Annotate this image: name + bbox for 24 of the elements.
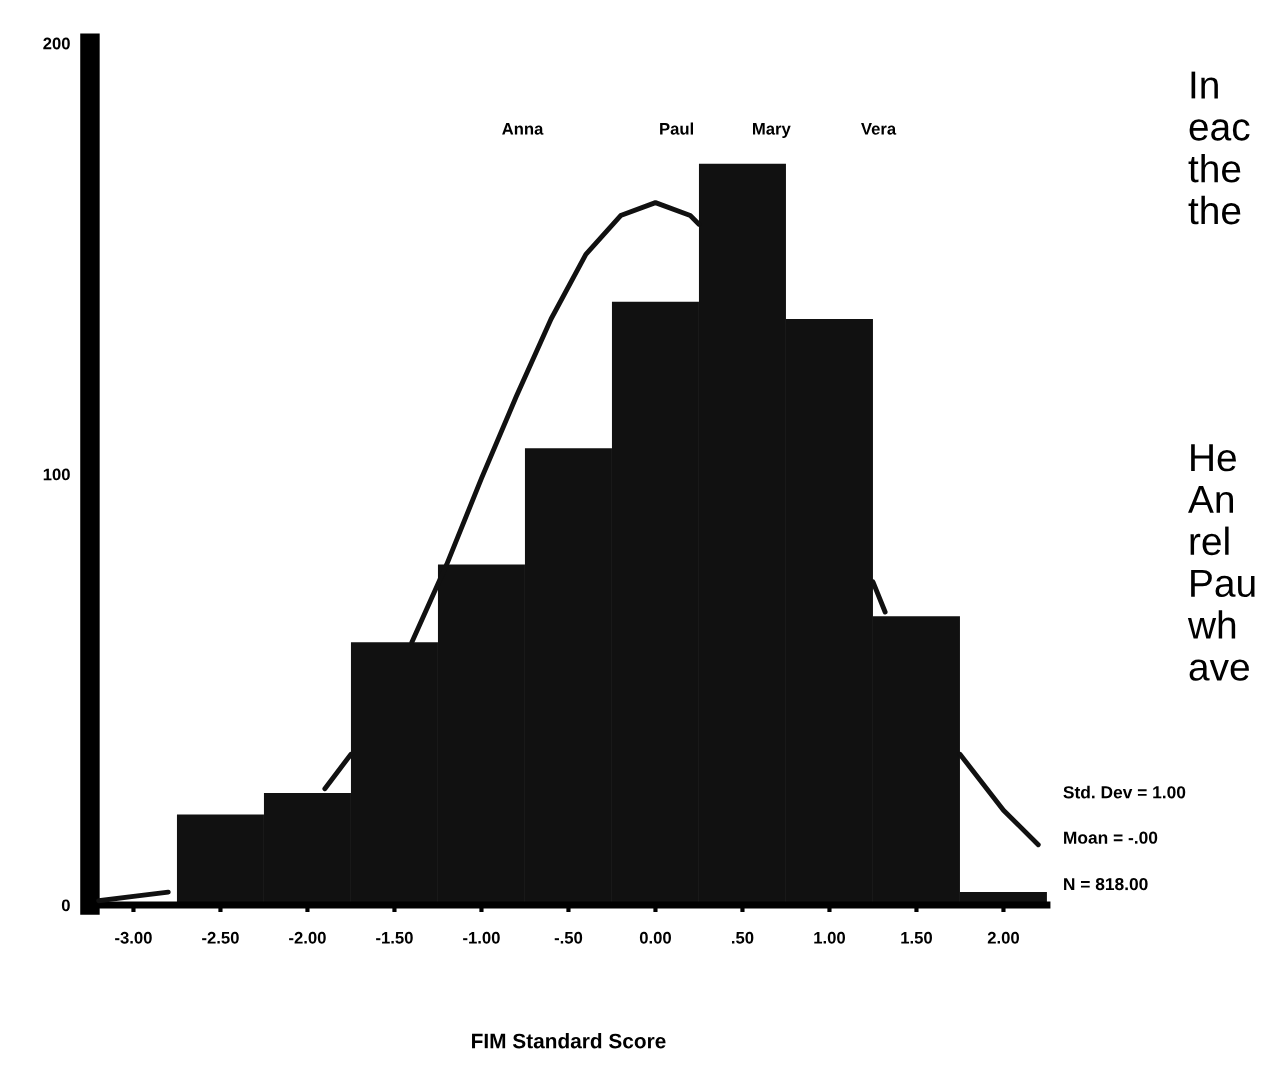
- text: Moan = -.00: [1064, 831, 1158, 844]
- y-tick-label: 200: [43, 37, 70, 50]
- y-tick-label: 0: [61, 899, 70, 912]
- x-tick-label: -2.50: [202, 931, 239, 944]
- x-tick-label: 1.00: [814, 931, 845, 944]
- text: N = 818.00: [1064, 877, 1148, 891]
- y-tick-label: 100: [43, 468, 70, 481]
- annotation: Vera: [861, 123, 897, 135]
- x-tick-label: 2.00: [987, 931, 1019, 944]
- text: He An rel Pau wh ave: [1187, 444, 1255, 681]
- x-tick-label: -1.50: [376, 931, 413, 944]
- x-tick-label: -1.00: [463, 931, 500, 944]
- annotation: Anna: [502, 123, 544, 135]
- x-tick-label: 1.50: [901, 931, 932, 944]
- x-tick-label: .50: [732, 931, 754, 944]
- annotation: Mary: [753, 123, 791, 139]
- text: Std. Dev = 1.00: [1063, 785, 1186, 799]
- x-tick-label: -3.00: [115, 931, 152, 944]
- text: In eac the the: [1188, 71, 1250, 225]
- annotation: Paul: [660, 122, 694, 135]
- x-tick-label: -2.00: [289, 931, 326, 944]
- x-tick-label: 0.00: [639, 931, 671, 944]
- x-axis-title: FIM Standard Score: [472, 1033, 666, 1049]
- x-tick-label: -.50: [554, 931, 583, 944]
